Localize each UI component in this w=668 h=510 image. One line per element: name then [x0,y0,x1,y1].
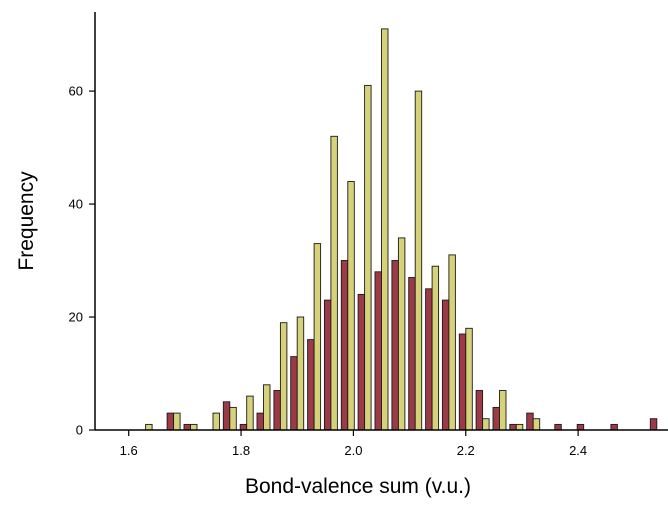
bar-series-2-2 [190,423,198,431]
bar-series-2-18 [465,327,473,431]
bars-group [145,28,658,431]
x-tick-label: 2.4 [569,443,587,458]
x-tick-label: 1.8 [232,443,250,458]
bar-series-2-10 [330,135,338,431]
x-axis-title: Bond-valence sum (v.u.) [245,475,471,498]
x-ticks-group: 1.6 1.8 2.0 2.2 2.4 [120,430,587,458]
bar-series-1-26 [649,418,658,431]
bar-series-2-6 [263,384,271,431]
bar-series-1-24 [576,423,585,431]
bar-series-2-17 [448,254,456,431]
bar-series-2-4 [229,406,237,431]
bar-series-1-1 [166,412,175,431]
bar-series-1-16 [425,288,433,431]
bar-series-1-10 [323,299,332,431]
bar-series-1-17 [441,299,450,431]
bar-series-1-23 [554,423,562,431]
bar-series-1-6 [256,412,264,431]
bar-series-1-19 [475,390,484,431]
bar-series-1-7 [273,390,281,431]
bar-series-1-21 [509,423,517,431]
bar-series-1-18 [458,333,467,431]
bar-series-2-20 [499,390,507,431]
y-tick-label: 0 [76,423,83,438]
bar-series-2-5 [246,395,254,431]
bar-series-2-16 [431,265,440,431]
bar-series-1-14 [391,260,399,431]
bar-series-2-9 [313,243,322,431]
x-tick-label: 2.0 [344,443,362,458]
y-tick-label: 60 [69,84,83,99]
bar-series-1-13 [374,271,382,431]
bar-series-2-13 [381,28,389,431]
bar-series-1-12 [357,293,366,431]
bar-series-2-0 [145,423,153,431]
bar-series-2-12 [364,84,372,431]
bar-series-2-8 [296,316,305,431]
bar-series-2-19 [482,418,490,431]
x-tick-label: 1.6 [120,443,138,458]
bar-series-2-22 [532,418,541,431]
bar-series-1-5 [239,423,248,431]
bar-series-2-11 [347,181,355,431]
y-tick-label: 40 [69,197,83,212]
bar-series-2-3 [212,412,220,431]
bar-series-1-2 [183,423,191,431]
y-axis-title: Frequency [15,171,38,271]
bar-series-1-22 [526,412,534,431]
bar-series-2-14 [397,237,406,431]
bar-series-1-20 [492,406,500,431]
bar-series-2-15 [414,90,423,431]
bar-series-1-25 [610,423,618,431]
bar-series-2-7 [279,322,288,431]
bar-series-1-9 [307,339,315,431]
y-ticks-group: 0 20 40 60 [69,84,95,438]
y-tick-label: 20 [69,310,83,325]
bar-series-1-4 [222,401,231,431]
bar-series-1-8 [290,356,298,431]
bar-series-2-1 [173,412,181,431]
bar-series-2-21 [515,423,524,431]
bar-series-1-15 [408,277,416,431]
x-tick-label: 2.2 [457,443,475,458]
bar-series-1-11 [340,260,349,431]
